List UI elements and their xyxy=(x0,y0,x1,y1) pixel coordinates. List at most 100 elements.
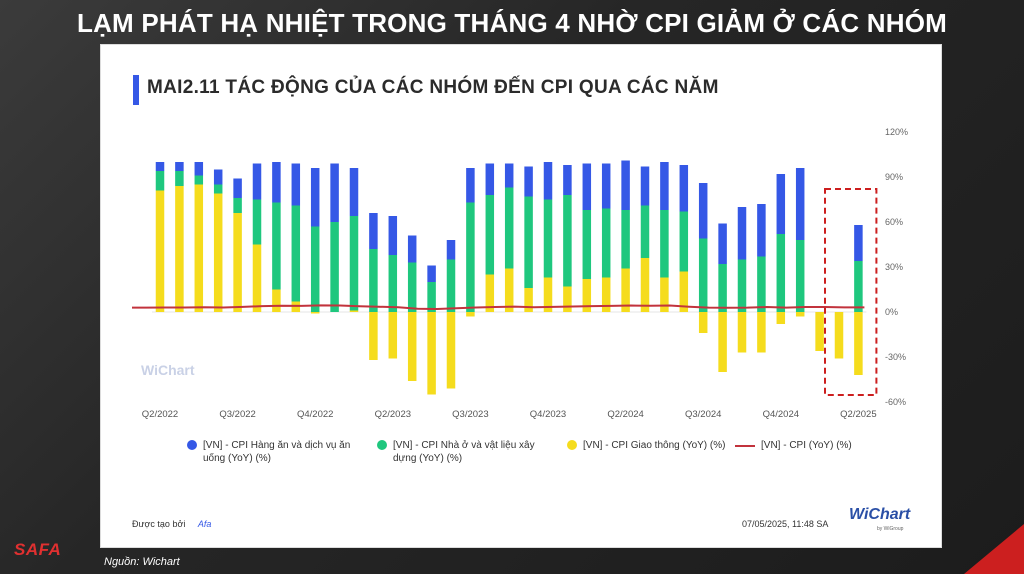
bar-housing[interactable] xyxy=(291,205,301,302)
bar-food[interactable] xyxy=(272,162,281,203)
bar-food[interactable] xyxy=(194,162,204,176)
bar-housing[interactable] xyxy=(776,234,786,312)
bar-housing[interactable] xyxy=(407,262,417,313)
bar-food[interactable] xyxy=(679,165,689,212)
bar-food[interactable] xyxy=(854,225,863,261)
bar-food[interactable] xyxy=(776,174,786,234)
bar-housing[interactable] xyxy=(175,171,184,186)
legend-item-transport[interactable]: [VN] - CPI Giao thông (YoY) (%) xyxy=(567,439,747,452)
bar-housing[interactable] xyxy=(601,208,611,278)
bar-food[interactable] xyxy=(446,240,456,260)
bar-housing[interactable] xyxy=(854,261,863,312)
bar-transport[interactable] xyxy=(563,286,572,313)
legend-item-cpi[interactable]: [VN] - CPI (YoY) (%) xyxy=(735,439,915,452)
bar-housing[interactable] xyxy=(466,202,475,313)
bar-housing[interactable] xyxy=(272,202,281,290)
bar-transport[interactable] xyxy=(155,190,165,313)
bar-transport[interactable] xyxy=(718,312,727,372)
bar-housing[interactable] xyxy=(640,205,650,259)
bar-transport[interactable] xyxy=(369,312,378,360)
bar-food[interactable] xyxy=(155,162,165,171)
bar-food[interactable] xyxy=(737,207,747,260)
bar-food[interactable] xyxy=(698,183,708,239)
bar-transport[interactable] xyxy=(388,312,398,359)
bar-housing[interactable] xyxy=(446,259,456,313)
bar-transport[interactable] xyxy=(427,312,436,395)
footer-author[interactable]: Afa xyxy=(197,519,212,529)
bar-housing[interactable] xyxy=(349,216,359,311)
bar-transport[interactable] xyxy=(213,193,223,313)
bar-transport[interactable] xyxy=(524,288,533,312)
bar-housing[interactable] xyxy=(213,184,223,194)
bar-food[interactable] xyxy=(795,168,805,240)
bar-food[interactable] xyxy=(757,204,766,257)
bar-transport[interactable] xyxy=(679,271,689,313)
bar-housing[interactable] xyxy=(795,240,805,312)
bar-housing[interactable] xyxy=(155,171,165,191)
bar-housing[interactable] xyxy=(582,210,592,279)
bar-housing[interactable] xyxy=(310,226,320,313)
bar-transport[interactable] xyxy=(582,279,592,312)
bar-transport[interactable] xyxy=(233,213,242,312)
bar-food[interactable] xyxy=(427,265,436,283)
bar-transport[interactable] xyxy=(795,312,805,317)
bar-transport[interactable] xyxy=(504,268,514,313)
bar-housing[interactable] xyxy=(330,222,339,312)
bar-transport[interactable] xyxy=(252,244,262,313)
bar-transport[interactable] xyxy=(407,312,417,381)
bar-food[interactable] xyxy=(621,160,630,211)
bar-food[interactable] xyxy=(718,223,727,265)
bar-transport[interactable] xyxy=(698,312,708,333)
bar-food[interactable] xyxy=(504,163,514,188)
bar-transport[interactable] xyxy=(776,312,786,324)
bar-transport[interactable] xyxy=(349,310,359,313)
bar-food[interactable] xyxy=(349,168,359,216)
bar-housing[interactable] xyxy=(427,282,436,312)
bar-food[interactable] xyxy=(466,168,475,203)
bar-transport[interactable] xyxy=(485,274,495,313)
bar-transport[interactable] xyxy=(640,258,650,312)
bar-housing[interactable] xyxy=(660,210,669,278)
bar-housing[interactable] xyxy=(718,264,727,312)
bar-food[interactable] xyxy=(485,163,495,196)
bar-food[interactable] xyxy=(213,169,223,185)
bar-food[interactable] xyxy=(660,162,669,210)
cpi-line[interactable] xyxy=(132,304,865,311)
bar-food[interactable] xyxy=(330,163,339,223)
bar-housing[interactable] xyxy=(563,195,572,287)
bar-housing[interactable] xyxy=(485,195,495,275)
bar-housing[interactable] xyxy=(194,175,204,185)
bar-housing[interactable] xyxy=(388,255,398,312)
legend-item-food[interactable]: [VN] - CPI Hàng ăn và dịch vụ ăn uống (Y… xyxy=(187,439,367,465)
bar-food[interactable] xyxy=(388,216,398,255)
bar-transport[interactable] xyxy=(854,312,863,375)
bar-housing[interactable] xyxy=(737,259,747,313)
bar-food[interactable] xyxy=(252,163,262,200)
bar-housing[interactable] xyxy=(252,199,262,245)
bar-transport[interactable] xyxy=(621,268,630,313)
bar-transport[interactable] xyxy=(815,312,824,351)
bar-housing[interactable] xyxy=(698,238,708,313)
bar-food[interactable] xyxy=(310,168,320,227)
bar-transport[interactable] xyxy=(446,312,456,389)
legend-item-housing[interactable]: [VN] - CPI Nhà ở và vật liệu xây dựng (Y… xyxy=(377,439,557,465)
bar-food[interactable] xyxy=(543,162,553,200)
bar-food[interactable] xyxy=(175,162,184,171)
bar-food[interactable] xyxy=(369,213,378,249)
bar-transport[interactable] xyxy=(834,312,844,359)
bar-transport[interactable] xyxy=(757,312,766,353)
bar-food[interactable] xyxy=(640,166,650,206)
bar-housing[interactable] xyxy=(524,196,533,289)
bar-housing[interactable] xyxy=(504,187,514,269)
bar-food[interactable] xyxy=(233,178,242,199)
bar-transport[interactable] xyxy=(175,186,184,312)
bar-transport[interactable] xyxy=(310,312,320,314)
bar-food[interactable] xyxy=(524,166,533,197)
bar-transport[interactable] xyxy=(601,277,611,313)
bar-transport[interactable] xyxy=(466,312,475,317)
bar-food[interactable] xyxy=(582,163,592,211)
bar-housing[interactable] xyxy=(233,198,242,213)
bar-housing[interactable] xyxy=(543,199,553,278)
bar-transport[interactable] xyxy=(194,184,204,313)
bar-housing[interactable] xyxy=(369,249,378,312)
